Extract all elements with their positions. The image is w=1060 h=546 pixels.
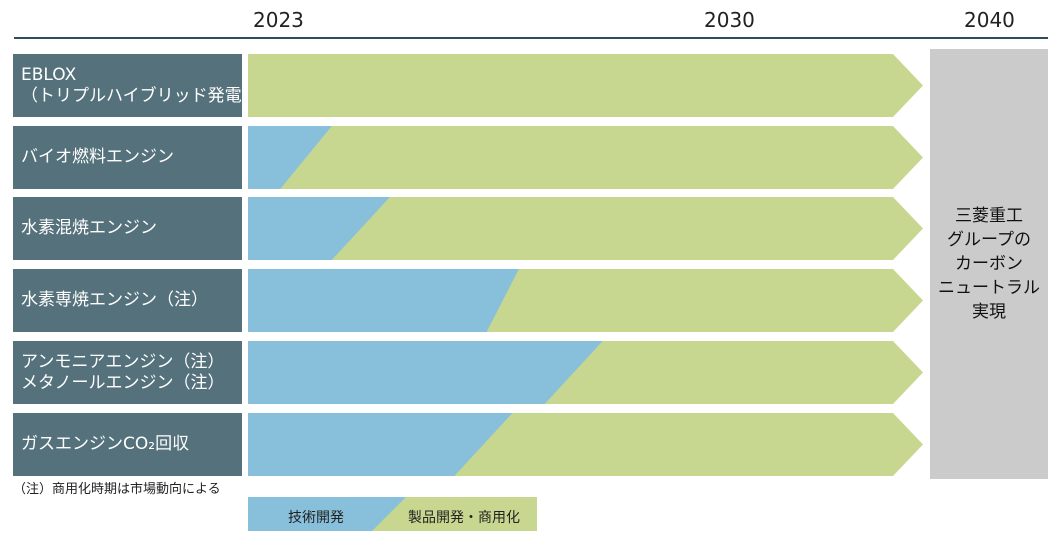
year-2040-label: 2040 (964, 8, 1015, 32)
tech-dev-segment (248, 126, 332, 189)
carbon-neutral-goal-box: 三菱重工 グループの カーボン ニュートラル 実現 (930, 49, 1048, 479)
tech-dev-segment (248, 197, 390, 260)
tech-dev-segment (248, 269, 519, 332)
product-dev-segment (248, 197, 923, 260)
footnote: （注）商用化時期は市場動向による (13, 482, 221, 497)
goal-line: 三菱重工 (955, 206, 1023, 226)
row-label-line: EBLOX (21, 64, 77, 85)
legend-tech-dev-swatch (248, 497, 406, 531)
row-label-biofuel-engine: バイオ燃料エンジン (13, 126, 242, 189)
row-label-line: アンモニアエンジン（注） (21, 351, 225, 372)
legend-tech-dev-label: 技術開発 (288, 510, 344, 526)
row-label-gas-engine-co2-capture: ガスエンジンCO₂回収 (13, 413, 242, 476)
tech-dev-segment (248, 413, 513, 476)
roadmap-bar (248, 269, 923, 332)
row-label-line: ガスエンジンCO₂回収 (21, 434, 190, 454)
roadmap-bar (248, 341, 923, 404)
roadmap-bar (248, 54, 923, 117)
row-label-hydrogen-engine: 水素専焼エンジン（注） (13, 269, 242, 332)
row-label-line: メタノールエンジン（注） (21, 372, 225, 393)
product-dev-segment (248, 54, 923, 117)
year-2030-label: 2030 (704, 8, 755, 32)
row-label-eblox: EBLOX （トリプルハイブリッド発電） (13, 54, 259, 117)
row-label-line: バイオ燃料エンジン (21, 147, 174, 167)
timeline-line (14, 37, 1048, 39)
row-label-hydrogen-cofiring-engine: 水素混焼エンジン (13, 197, 242, 260)
goal-line: ニュートラル (938, 278, 1040, 298)
roadmap-bar (248, 413, 923, 476)
row-label-line: 水素専焼エンジン（注） (21, 290, 208, 310)
row-label-line: （トリプルハイブリッド発電） (21, 85, 259, 106)
row-label-ammonia-methanol-engine: アンモニアエンジン（注） メタノールエンジン（注） (13, 341, 242, 404)
product-dev-segment (248, 126, 923, 189)
roadmap-bar (248, 197, 923, 260)
goal-line: 実現 (972, 302, 1006, 322)
goal-line: グループの (947, 230, 1031, 250)
tech-dev-segment (248, 341, 603, 404)
year-2023-label: 2023 (253, 8, 304, 32)
legend-product-dev-label: 製品開発・商用化 (408, 510, 520, 526)
roadmap-bar (248, 126, 923, 189)
row-label-line: 水素混焼エンジン (21, 218, 157, 238)
goal-line: カーボン (955, 254, 1023, 274)
